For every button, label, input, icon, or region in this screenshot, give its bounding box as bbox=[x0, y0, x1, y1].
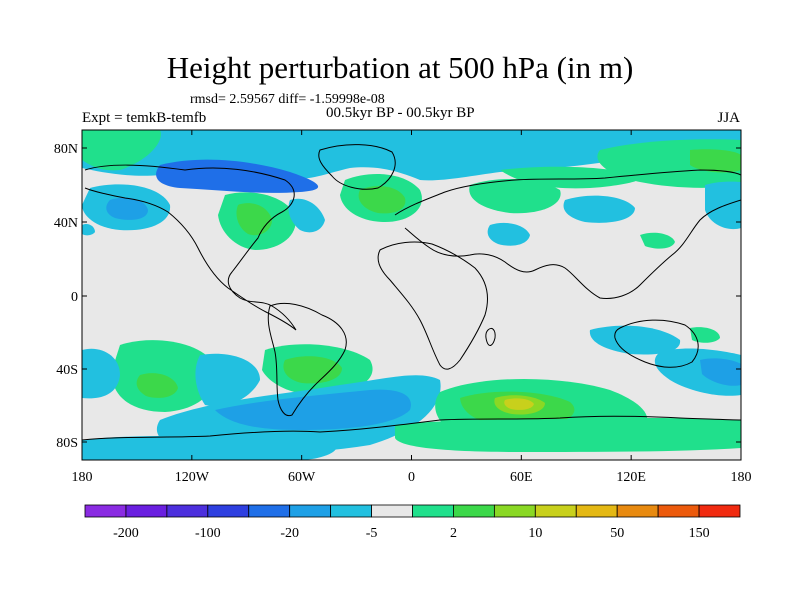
colorbar-swatch bbox=[207, 504, 250, 518]
colorbar-label: -20 bbox=[280, 526, 299, 541]
coastline-australia bbox=[614, 319, 699, 368]
lat-tick-label: 80S bbox=[56, 436, 78, 451]
contour-region bbox=[82, 348, 120, 399]
contour-region bbox=[195, 353, 260, 407]
longitude-axis: 180 120W 60W 0 60E 120E 180 bbox=[72, 130, 752, 485]
map-title: Height perturbation at 500 hPa (in m) bbox=[166, 50, 634, 85]
colorbar-swatch bbox=[412, 504, 454, 518]
colorbar-label: -100 bbox=[195, 526, 221, 541]
contour-region bbox=[82, 130, 161, 171]
coastline-greenland bbox=[318, 144, 396, 190]
contour-region bbox=[283, 356, 342, 384]
contour-region bbox=[563, 195, 635, 223]
coastline-south-america bbox=[267, 302, 347, 417]
lon-tick-label: 180 bbox=[72, 470, 93, 485]
lon-tick-label: 120E bbox=[616, 470, 646, 485]
contour-fills bbox=[82, 130, 741, 460]
colorbar-swatch bbox=[84, 504, 127, 518]
contour-region bbox=[700, 358, 741, 386]
stats-line: rmsd= 2.59567 diff= -1.59998e-08 bbox=[190, 92, 385, 107]
lon-tick-label: 60E bbox=[510, 470, 533, 485]
contour-region bbox=[82, 435, 337, 460]
colorbar-label: 50 bbox=[610, 526, 624, 541]
lat-tick-label: 40S bbox=[56, 363, 78, 378]
contour-region bbox=[288, 198, 325, 233]
contour-region bbox=[640, 232, 675, 249]
contour-region bbox=[705, 181, 741, 230]
colorbar-swatch bbox=[289, 504, 332, 518]
coastline-antarctica bbox=[82, 415, 741, 441]
contour-region bbox=[469, 178, 561, 214]
colorbar-label: 10 bbox=[528, 526, 542, 541]
colorbar-label: 2 bbox=[450, 526, 457, 541]
contour-region bbox=[504, 398, 534, 410]
contour-region bbox=[136, 373, 178, 398]
lat-tick-label: 80N bbox=[54, 142, 78, 157]
lon-tick-label: 0 bbox=[408, 470, 415, 485]
contour-region bbox=[500, 166, 642, 189]
lat-tick-label: 0 bbox=[71, 290, 78, 305]
coastlines bbox=[82, 144, 741, 441]
coastline-madagascar bbox=[485, 327, 496, 346]
colorbar-swatch bbox=[493, 504, 536, 518]
lon-tick-label: 180 bbox=[731, 470, 752, 485]
season-label: JJA bbox=[717, 110, 740, 126]
colorbar-swatch bbox=[698, 504, 741, 518]
contour-region bbox=[487, 222, 530, 246]
contour-region bbox=[82, 223, 95, 236]
latitude-axis: 80N 40N 0 40S 80S bbox=[54, 142, 741, 451]
contour-region bbox=[358, 186, 406, 214]
contour-region bbox=[690, 327, 720, 343]
colorbar-swatch bbox=[125, 504, 168, 518]
lat-tick-label: 40N bbox=[54, 216, 78, 231]
colorbar-swatch bbox=[453, 504, 495, 518]
colorbar: -200 -100 -20 -5 2 10 50 150 bbox=[84, 504, 741, 541]
period-label: 00.5kyr BP - 00.5kyr BP bbox=[326, 105, 475, 121]
colorbar-label: -200 bbox=[113, 526, 139, 541]
contour-region bbox=[215, 389, 411, 430]
lon-tick-label: 60W bbox=[288, 470, 316, 485]
contour-region bbox=[395, 418, 741, 452]
coastline-africa bbox=[377, 241, 488, 370]
colorbar-swatch bbox=[330, 504, 372, 518]
colorbar-swatch bbox=[371, 504, 413, 518]
contour-region bbox=[106, 197, 148, 220]
colorbar-label: 150 bbox=[689, 526, 710, 541]
contour-region bbox=[330, 130, 560, 150]
coastline-north-america bbox=[84, 164, 297, 331]
contour-region bbox=[589, 325, 681, 355]
colorbar-swatch bbox=[248, 504, 291, 518]
colorbar-label: -5 bbox=[366, 526, 378, 541]
colorbar-swatch bbox=[166, 504, 209, 518]
contour-region bbox=[236, 203, 272, 236]
lon-tick-label: 120W bbox=[175, 470, 210, 485]
colorbar-swatch bbox=[534, 504, 577, 518]
contour-region bbox=[690, 149, 741, 173]
contour-region bbox=[156, 159, 319, 193]
colorbar-swatch bbox=[616, 504, 659, 518]
colorbar-swatch bbox=[657, 504, 700, 518]
experiment-label: Expt = temkB-temfb bbox=[82, 110, 207, 126]
colorbar-swatch bbox=[575, 504, 618, 518]
